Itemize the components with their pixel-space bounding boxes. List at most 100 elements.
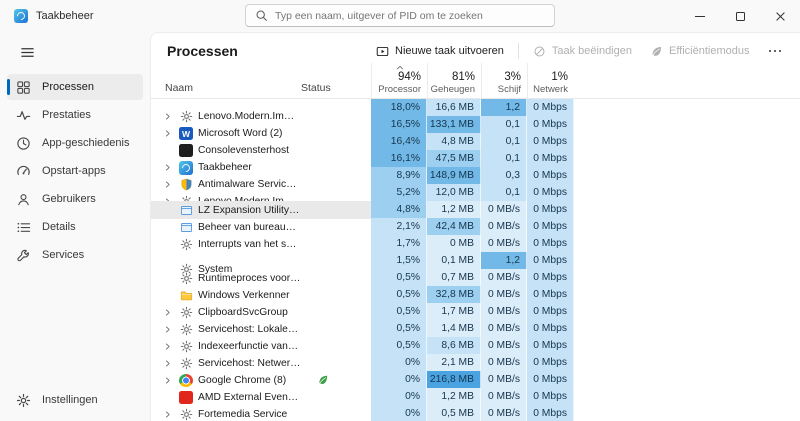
search-icon xyxy=(255,9,268,22)
efficiency-leaf-icon xyxy=(317,374,329,386)
column-header-processor[interactable]: 94% Processor xyxy=(371,63,427,98)
close-button[interactable] xyxy=(760,0,800,32)
folder-icon xyxy=(179,288,193,302)
process-row[interactable]: Servicehost: Lokale service (ne... 0,5%1,… xyxy=(151,320,800,338)
process-row[interactable]: Indexeerfunctie van Microsoft ... 0,5%8,6… xyxy=(151,337,800,355)
gear-icon xyxy=(179,271,193,285)
expand-chevron-icon[interactable] xyxy=(163,308,174,317)
process-row[interactable]: Lenovo.Modern.ImController (...5,2%12,0 … xyxy=(151,184,800,219)
process-name: Runtimeproces voor client-serv... xyxy=(198,272,301,284)
process-row[interactable]: Google Chrome (8) 0% 216,8 MB 0 MB/s 0 Mbps xyxy=(151,371,800,389)
process-row[interactable]: Windows Verkenner 0,5% 32,8 MB 0 MB/s 0 Mbps xyxy=(151,286,800,304)
usage-percent: 1% xyxy=(551,71,568,83)
process-name: AMD External Events Client M... xyxy=(198,391,301,403)
amd-icon xyxy=(179,390,193,404)
process-name-cell: Indexeerfunctie van Microsoft ... xyxy=(151,337,301,355)
network-value: 0 Mbps xyxy=(527,218,574,236)
process-status-cell xyxy=(301,337,371,355)
maximize-button[interactable] xyxy=(720,0,760,32)
end-task-label: Taak beëindigen xyxy=(551,45,632,57)
process-name: Servicehost: Lokale service (ne... xyxy=(198,323,301,335)
sidebar-item-label: Processen xyxy=(42,81,94,93)
sidebar-item-app-geschiedenis[interactable]: App-geschiedenis xyxy=(7,130,143,156)
process-row[interactable]: Antimalware Service Executable8,9%148,9 … xyxy=(151,167,800,202)
disk-value: 0 MB/s xyxy=(481,337,527,355)
cpu-value: 0,5% xyxy=(371,269,427,287)
process-row[interactable]: Runtimeproces voor client-serv... 0,5%0,7… xyxy=(151,269,800,287)
process-status-cell xyxy=(301,235,371,253)
usage-label: Processor xyxy=(378,84,421,95)
memory-value: 2,1 MB xyxy=(427,354,481,372)
wrench-icon xyxy=(16,248,31,263)
expand-chevron-icon[interactable] xyxy=(163,342,174,351)
process-name-cell: Servicehost: Netwerkservice xyxy=(151,354,301,372)
cpu-value: 4,8% xyxy=(371,201,427,219)
process-name: Indexeerfunctie van Microsoft ... xyxy=(198,340,301,352)
app-icon xyxy=(14,9,28,23)
column-header-status[interactable]: Status xyxy=(301,82,331,94)
process-row[interactable]: Servicehost: Netwerkservice 0%2,1 MB0 MB/… xyxy=(151,354,800,372)
process-name: Fortemedia Service xyxy=(198,408,288,420)
network-value: 0 Mbps xyxy=(527,269,574,287)
sidebar-item-prestaties[interactable]: Prestaties xyxy=(7,102,143,128)
expand-chevron-icon[interactable] xyxy=(163,376,174,385)
process-row[interactable]: Fortemedia Service 0% 0,5 MB 0 MB/s 0 Mbps xyxy=(151,405,800,421)
expand-chevron-icon[interactable] xyxy=(163,325,174,334)
expand-chevron-icon[interactable] xyxy=(163,410,174,419)
column-header-geheugen[interactable]: 81% Geheugen xyxy=(427,63,481,98)
sidebar-item-instellingen[interactable]: Instellingen xyxy=(7,387,143,413)
gear-icon xyxy=(179,237,193,251)
minimize-button[interactable] xyxy=(680,0,720,32)
list-icon xyxy=(16,220,31,235)
process-row[interactable]: Beheer van bureaubladvensters 2,1%42,4 MB… xyxy=(151,218,800,236)
expand-chevron-icon[interactable] xyxy=(163,359,174,368)
sidebar-item-opstart-apps[interactable]: Opstart-apps xyxy=(7,158,143,184)
search-box[interactable] xyxy=(245,4,555,27)
cpu-value: 2,1% xyxy=(371,218,427,236)
process-status-cell xyxy=(301,405,371,421)
process-table: Lenovo.Modern.ImController (...18,0%16,6… xyxy=(151,99,800,421)
process-row[interactable]: Lenovo.Modern.ImController (...18,0%16,6… xyxy=(151,99,800,134)
sidebar-item-gebruikers[interactable]: Gebruikers xyxy=(7,186,143,212)
column-header-naam[interactable]: Naam xyxy=(165,82,194,94)
cpu-value: 0% xyxy=(371,388,427,406)
titlebar-left: Taakbeheer xyxy=(0,9,94,23)
row-filler xyxy=(574,405,800,421)
sidebar-item-details[interactable]: Details xyxy=(7,214,143,240)
sidebar-item-services[interactable]: Services xyxy=(7,242,143,268)
process-row[interactable]: LZ Expansion Utility (32-bits) 4,8%1,2 MB… xyxy=(151,201,800,219)
process-name-cell: Windows Verkenner xyxy=(151,286,301,304)
search-input[interactable] xyxy=(275,9,545,22)
column-header-schijf[interactable]: 3% Schijf xyxy=(481,63,527,98)
network-value: 0 Mbps xyxy=(527,371,574,389)
disk-value: 0 MB/s xyxy=(481,354,527,372)
process-row[interactable]: AMD External Events Client M...0%1,2 MB0… xyxy=(151,388,800,406)
network-value: 0 Mbps xyxy=(527,235,574,253)
process-row[interactable]: Interrupts van het systeem 1,7%0 MB0 MB/s… xyxy=(151,235,800,253)
toolbar: Processen Nieuwe taak uitvoeren Taak beë… xyxy=(151,33,800,63)
process-name: Google Chrome (8) xyxy=(198,374,287,386)
disk-value: 0 MB/s xyxy=(481,371,527,389)
end-task-button[interactable]: Taak beëindigen xyxy=(525,41,640,62)
column-header-netwerk[interactable]: 1% Netwerk xyxy=(527,63,574,98)
leaf-icon xyxy=(650,45,663,58)
run-new-task-button[interactable]: Nieuwe taak uitvoeren xyxy=(368,41,512,62)
sidebar-item-processen[interactable]: Processen xyxy=(7,74,143,100)
memory-value: 1,2 MB xyxy=(427,388,481,406)
more-options-button[interactable] xyxy=(760,44,791,59)
gauge-icon xyxy=(16,164,31,179)
memory-value: 1,2 MB xyxy=(427,201,481,219)
usage-percent: 94% xyxy=(397,71,421,83)
memory-value: 8,6 MB xyxy=(427,337,481,355)
efficiency-mode-button[interactable]: Efficiëntiemodus xyxy=(642,41,758,62)
menu-button[interactable] xyxy=(10,38,44,66)
process-name-cell: Google Chrome (8) xyxy=(151,371,301,389)
process-row[interactable]: ClipboardSvcGroup 0,5% 1,7 MB 0 MB/s 0 Mbps xyxy=(151,303,800,321)
row-filler xyxy=(574,371,800,389)
cpu-value: 0% xyxy=(371,354,427,372)
